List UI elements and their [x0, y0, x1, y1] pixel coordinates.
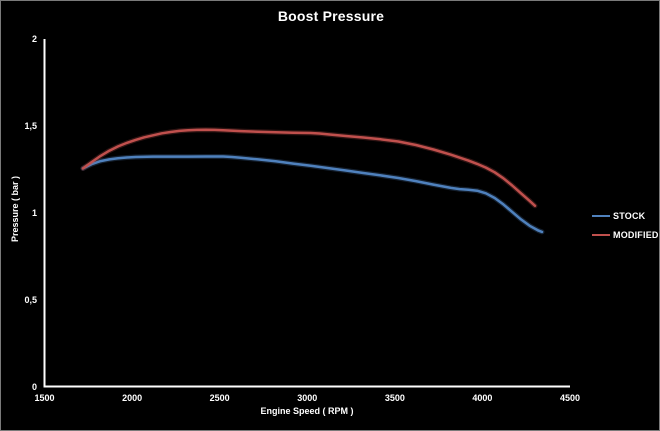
series-line-stock [80, 154, 545, 235]
y-tick-0: 0 [31, 381, 37, 392]
legend-item-stock: STOCK [592, 211, 659, 221]
legend-item-modified: MODIFIED [592, 230, 659, 240]
x-tick-3500: 3500 [384, 393, 405, 403]
y-tick-0_5: 0,5 [24, 294, 37, 305]
legend: STOCK MODIFIED [592, 211, 659, 240]
x-tick-1500: 1500 [34, 393, 55, 403]
y-tick-2: 2 [31, 34, 37, 44]
legend-label-stock: STOCK [613, 211, 646, 221]
axis-lines [43, 39, 570, 388]
x-tick-4000: 4000 [472, 393, 493, 403]
x-tick-3000: 3000 [297, 393, 318, 403]
x-tick-2500: 2500 [209, 393, 230, 403]
series-line-stock [81, 155, 544, 234]
stock-line-swatch-icon [592, 215, 610, 217]
x-tick-4500: 4500 [559, 393, 581, 403]
y-tick-1: 1 [31, 207, 37, 218]
modified-line-swatch-icon [592, 234, 610, 236]
chart-title: Boost Pressure [277, 8, 385, 24]
x-tick-2000: 2000 [122, 393, 143, 403]
y-tick-1_5: 1,5 [24, 120, 37, 131]
x-axis-title: Engine Speed ( RPM ) [260, 406, 354, 416]
legend-label-modified: MODIFIED [613, 230, 659, 240]
series-line-modified [81, 128, 537, 208]
